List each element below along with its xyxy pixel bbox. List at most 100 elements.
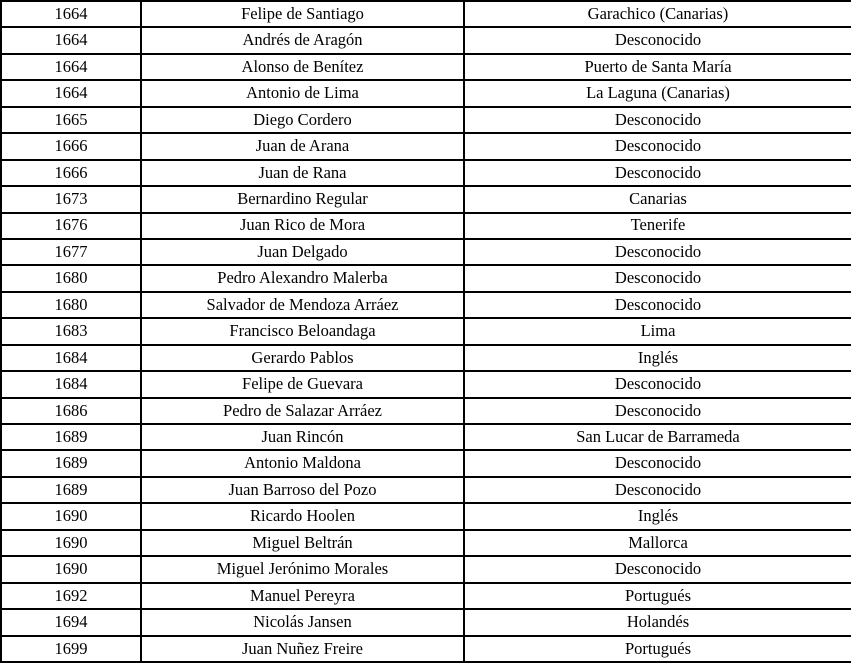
table-row: 1666 Juan de Arana Desconocido — [0, 132, 851, 161]
name-cell: Juan Rincón — [140, 422, 465, 452]
year-cell: 1680 — [0, 290, 142, 320]
table-row: 1664 Antonio de Lima La Laguna (Canarias) — [0, 79, 851, 108]
year-cell: 1694 — [0, 608, 142, 637]
origin-cell: La Laguna (Canarias) — [463, 79, 851, 108]
origin-cell: Mallorca — [463, 528, 851, 558]
name-cell: Juan de Rana — [140, 158, 465, 188]
table-row: 1689 Antonio Maldona Desconocido — [0, 449, 851, 478]
table-row: 1680 Pedro Alexandro Malerba Desconocido — [0, 264, 851, 293]
table-row: 1690 Miguel Beltrán Mallorca — [0, 528, 851, 558]
origin-cell: Desconocido — [463, 132, 851, 161]
year-cell: 1664 — [0, 0, 142, 29]
year-cell: 1680 — [0, 264, 142, 293]
table-row: 1684 Felipe de Guevara Desconocido — [0, 370, 851, 399]
table-row: 1690 Ricardo Hoolen Inglés — [0, 502, 851, 531]
name-cell: Miguel Jerónimo Morales — [140, 555, 465, 584]
name-cell: Antonio Maldona — [140, 449, 465, 478]
table-row: 1683 Francisco Beloandaga Lima — [0, 317, 851, 346]
year-cell: 1689 — [0, 422, 142, 452]
table-row: 1664 Andrés de Aragón Desconocido — [0, 26, 851, 55]
origin-cell: Desconocido — [463, 264, 851, 293]
origin-cell: Puerto de Santa María — [463, 52, 851, 82]
year-cell: 1673 — [0, 185, 142, 214]
name-cell: Juan de Arana — [140, 132, 465, 161]
year-cell: 1665 — [0, 105, 142, 135]
name-cell: Juan Delgado — [140, 237, 465, 267]
name-cell: Alonso de Benítez — [140, 52, 465, 82]
origin-cell: Desconocido — [463, 158, 851, 188]
origin-cell: Canarias — [463, 185, 851, 214]
origin-cell: Desconocido — [463, 475, 851, 505]
origin-cell: Desconocido — [463, 237, 851, 267]
year-cell: 1664 — [0, 79, 142, 108]
table-row: 1684 Gerardo Pablos Inglés — [0, 343, 851, 373]
year-cell: 1684 — [0, 370, 142, 399]
origin-cell: Desconocido — [463, 555, 851, 584]
origin-cell: Garachico (Canarias) — [463, 0, 851, 29]
year-cell: 1686 — [0, 396, 142, 426]
table-row: 1680 Salvador de Mendoza Arráez Desconocid… — [0, 290, 851, 320]
year-cell: 1689 — [0, 449, 142, 478]
name-cell: Diego Cordero — [140, 105, 465, 135]
origin-cell: Lima — [463, 317, 851, 346]
name-cell: Antonio de Lima — [140, 79, 465, 108]
origin-cell: Desconocido — [463, 370, 851, 399]
name-cell: Andrés de Aragón — [140, 26, 465, 55]
table-row: 1665 Diego Cordero Desconocido — [0, 105, 851, 135]
table-row: 1699 Juan Nuñez Freire Portugués — [0, 634, 851, 663]
origin-cell: Desconocido — [463, 26, 851, 55]
table-row: 1673 Bernardino Regular Canarias — [0, 185, 851, 214]
year-cell: 1689 — [0, 475, 142, 505]
year-cell: 1692 — [0, 581, 142, 611]
table-row: 1689 Juan Barroso del Pozo Desconocido — [0, 475, 851, 505]
table-row: 1694 Nicolás Jansen Holandés — [0, 608, 851, 637]
year-cell: 1690 — [0, 555, 142, 584]
table-row: 1690 Miguel Jerónimo Morales Desconocido — [0, 555, 851, 584]
year-cell: 1666 — [0, 158, 142, 188]
table-row: 1664 Felipe de Santiago Garachico (Canaria… — [0, 0, 851, 29]
origin-cell: Portugués — [463, 634, 851, 663]
table-row: 1677 Juan Delgado Desconocido — [0, 237, 851, 267]
name-cell: Bernardino Regular — [140, 185, 465, 214]
origin-cell: Inglés — [463, 502, 851, 531]
table-row: 1676 Juan Rico de Mora Tenerife — [0, 211, 851, 240]
name-cell: Gerardo Pablos — [140, 343, 465, 373]
name-cell: Felipe de Santiago — [140, 0, 465, 29]
year-cell: 1664 — [0, 26, 142, 55]
year-cell: 1677 — [0, 237, 142, 267]
origin-cell: Holandés — [463, 608, 851, 637]
year-cell: 1683 — [0, 317, 142, 346]
name-cell: Nicolás Jansen — [140, 608, 465, 637]
origin-cell: Desconocido — [463, 290, 851, 320]
table-row: 1686 Pedro de Salazar Arráez Desconocido — [0, 396, 851, 426]
year-cell: 1690 — [0, 528, 142, 558]
name-cell: Manuel Pereyra — [140, 581, 465, 611]
origin-cell: Tenerife — [463, 211, 851, 240]
name-cell: Juan Rico de Mora — [140, 211, 465, 240]
name-cell: Miguel Beltrán — [140, 528, 465, 558]
origin-cell: Portugués — [463, 581, 851, 611]
year-cell: 1690 — [0, 502, 142, 531]
name-cell: Francisco Beloandaga — [140, 317, 465, 346]
name-cell: Juan Nuñez Freire — [140, 634, 465, 663]
year-cell: 1684 — [0, 343, 142, 373]
name-cell: Felipe de Guevara — [140, 370, 465, 399]
name-cell: Ricardo Hoolen — [140, 502, 465, 531]
year-cell: 1699 — [0, 634, 142, 663]
table-row: 1692 Manuel Pereyra Portugués — [0, 581, 851, 611]
name-cell: Pedro Alexandro Malerba — [140, 264, 465, 293]
origin-cell: Desconocido — [463, 449, 851, 478]
table-row: 1666 Juan de Rana Desconocido — [0, 158, 851, 188]
year-cell: 1676 — [0, 211, 142, 240]
origin-cell: Inglés — [463, 343, 851, 373]
origin-cell: San Lucar de Barrameda — [463, 422, 851, 452]
origin-cell: Desconocido — [463, 396, 851, 426]
table-row: 1689 Juan Rincón San Lucar de Barrameda — [0, 422, 851, 452]
name-cell: Salvador de Mendoza Arráez — [140, 290, 465, 320]
name-cell: Pedro de Salazar Arráez — [140, 396, 465, 426]
year-cell: 1664 — [0, 52, 142, 82]
origin-cell: Desconocido — [463, 105, 851, 135]
year-cell: 1666 — [0, 132, 142, 161]
